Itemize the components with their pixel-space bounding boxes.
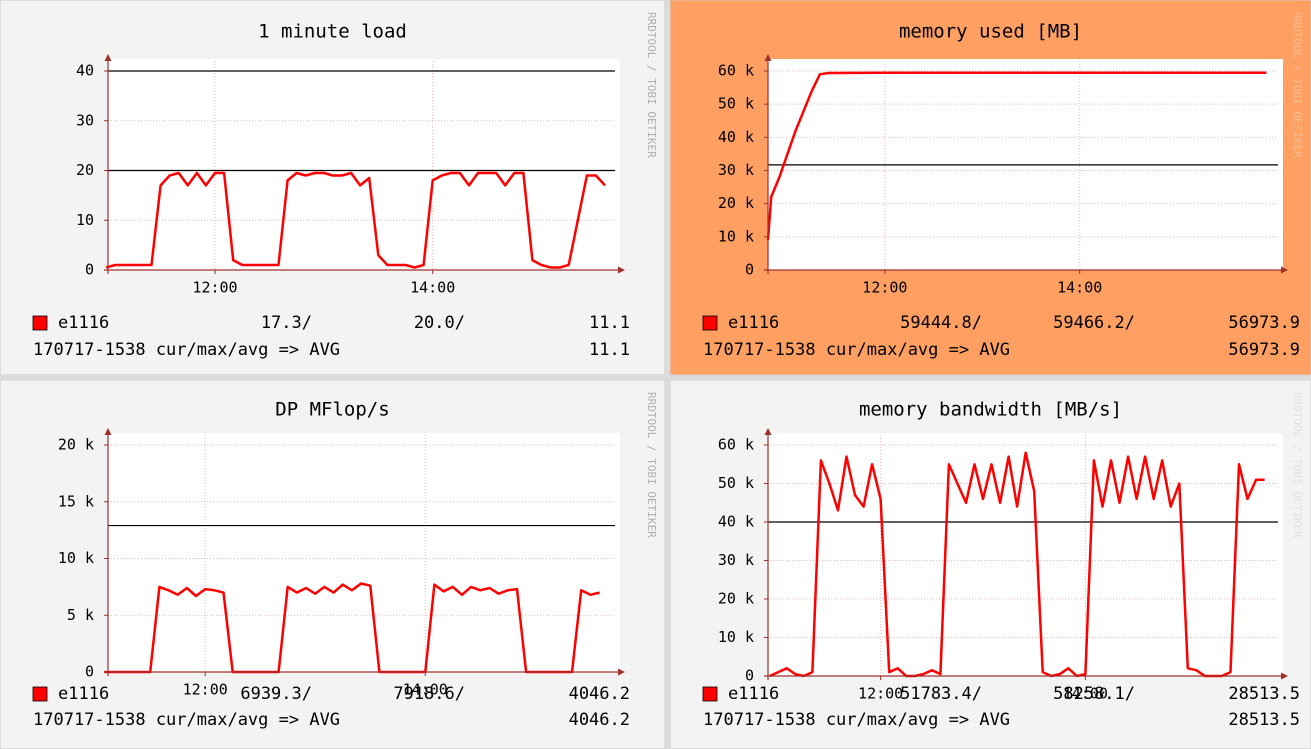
legend-avg: 4046.2	[569, 684, 630, 704]
plot-area	[768, 433, 1283, 676]
y-tick-label: 0	[745, 667, 754, 685]
legend-name: e1116	[728, 313, 779, 333]
legend-max: 7918.6/	[393, 684, 465, 704]
y-tick-label: 20	[76, 161, 94, 179]
y-tick-label: 0	[85, 261, 94, 279]
x-tick-label: 12:00	[858, 685, 903, 703]
x-axis-arrow	[1281, 266, 1288, 274]
graph-panel: memory used [MB] RRDTOOL / TOBI OETIKER 0 1…	[670, 0, 1311, 375]
watermark: RRDTOOL / TOBI OETIKER	[645, 12, 658, 158]
x-axis-arrow	[618, 668, 625, 676]
legend-swatch	[702, 686, 718, 702]
y-tick-label: 20 k	[718, 194, 754, 212]
legend-note: 170717-1538 cur/max/avg => AVG	[703, 710, 1010, 730]
y-tick-label: 40	[76, 62, 94, 80]
legend-swatch	[32, 315, 48, 331]
legend-max: 58258.1/	[1053, 684, 1135, 704]
x-tick-label: 14:00	[1063, 685, 1108, 703]
y-tick-label: 50 k	[718, 474, 754, 492]
legend-note: 170717-1538 cur/max/avg => AVG	[33, 710, 340, 730]
legend-cur: 6939.3/	[240, 684, 312, 704]
legend-name: e1116	[58, 684, 109, 704]
plot-area	[108, 59, 620, 270]
y-tick-label: 0	[85, 663, 94, 681]
graph-panel: DP MFlop/s RRDTOOL / TOBI OETIKER 0 5 k 10 k…	[0, 380, 665, 749]
data-line	[766, 71, 1267, 241]
x-tick-label: 14:00	[403, 681, 448, 699]
chart-title: memory used [MB]	[899, 21, 1082, 43]
legend-note: 170717-1538 cur/max/avg => AVG	[33, 340, 340, 360]
data-line	[105, 171, 606, 269]
x-axis-arrow	[1281, 672, 1288, 680]
y-tick-label: 40 k	[718, 513, 754, 531]
y-axis-arrow	[104, 428, 112, 435]
legend-cur: 17.3/	[261, 313, 312, 333]
y-tick-label: 0	[745, 261, 754, 279]
legend-cur: 51783.4/	[900, 684, 982, 704]
y-tick-label: 10 k	[718, 628, 754, 646]
legend-swatch	[702, 315, 718, 331]
y-tick-label: 20 k	[58, 436, 94, 454]
y-tick-label: 30 k	[718, 551, 754, 569]
legend-note-value: 4046.2	[569, 710, 630, 730]
data-line	[769, 451, 1265, 678]
y-tick-label: 60 k	[718, 62, 754, 80]
plot-area	[108, 433, 620, 672]
legend-name: e1116	[58, 313, 109, 333]
y-tick-label: 5 k	[67, 606, 94, 624]
y-axis-arrow	[764, 54, 772, 61]
legend-avg: 56973.9	[1228, 313, 1300, 333]
x-tick-label: 14:00	[410, 279, 455, 297]
x-axis-arrow	[618, 266, 625, 274]
legend-max: 20.0/	[414, 313, 465, 333]
y-axis-arrow	[764, 428, 772, 435]
legend-note: 170717-1538 cur/max/avg => AVG	[703, 340, 1010, 360]
watermark: RRDTOOL / TOBI OETIKER	[1291, 392, 1304, 538]
x-tick-label: 12:00	[862, 279, 907, 297]
y-tick-label: 60 k	[718, 436, 754, 454]
legend-avg: 11.1	[589, 313, 630, 333]
watermark: RRDTOOL / TOBI OETIKER	[645, 392, 658, 538]
legend-max: 59466.2/	[1053, 313, 1135, 333]
x-tick-label: 12:00	[183, 681, 228, 699]
watermark: RRDTOOL / TOBI OETIKER	[1291, 12, 1304, 158]
x-tick-label: 14:00	[1057, 279, 1102, 297]
y-tick-label: 30 k	[718, 161, 754, 179]
legend-note-value: 56973.9	[1228, 340, 1300, 360]
chart-title: DP MFlop/s	[275, 399, 389, 421]
y-tick-label: 20 k	[718, 590, 754, 608]
legend-cur: 59444.8/	[900, 313, 982, 333]
legend-name: e1116	[728, 684, 779, 704]
graph-panel: 1 minute load RRDTOOL / TOBI OETIKER 0 10 20…	[0, 0, 665, 375]
y-tick-label: 50 k	[718, 95, 754, 113]
chart-title: memory bandwidth [MB/s]	[859, 399, 1122, 421]
y-axis-arrow	[104, 54, 112, 61]
graph-panel: memory bandwidth [MB/s] RRDTOOL / TOBI OE…	[670, 380, 1311, 749]
data-line	[104, 582, 600, 674]
x-tick-label: 12:00	[192, 279, 237, 297]
legend-avg: 28513.5	[1228, 684, 1300, 704]
y-tick-label: 30	[76, 111, 94, 129]
y-tick-label: 10	[76, 211, 94, 229]
y-tick-label: 15 k	[58, 492, 94, 510]
legend-swatch	[32, 686, 48, 702]
y-tick-label: 10 k	[58, 549, 94, 567]
y-tick-label: 10 k	[718, 227, 754, 245]
legend-note-value: 11.1	[589, 340, 630, 360]
legend-note-value: 28513.5	[1228, 710, 1300, 730]
chart-title: 1 minute load	[258, 21, 407, 43]
y-tick-label: 40 k	[718, 128, 754, 146]
